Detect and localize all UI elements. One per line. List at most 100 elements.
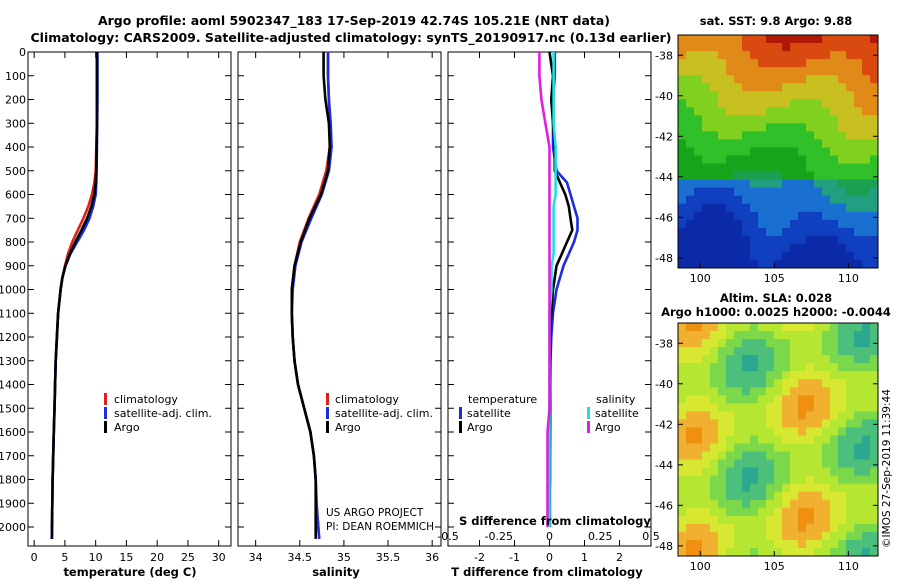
map-cell (686, 203, 695, 213)
map-cell (790, 91, 799, 100)
map-cell (750, 59, 759, 68)
map-cell (742, 323, 751, 332)
map-cell (846, 539, 855, 549)
map-cell (862, 427, 871, 436)
map-cell (718, 467, 727, 477)
map-cell (702, 548, 711, 557)
map-cell (862, 43, 871, 52)
map-cell (766, 260, 775, 269)
map-cell (854, 507, 863, 517)
map-cell (718, 491, 727, 501)
map-cell (694, 203, 703, 213)
map-cell (806, 139, 815, 148)
map-cell (838, 75, 847, 84)
map-cell (726, 227, 735, 237)
map-cell (782, 331, 791, 340)
map-cell (822, 427, 831, 436)
map-cell (766, 75, 775, 84)
map-cell (774, 507, 783, 517)
map-cell (686, 107, 695, 116)
map-cell (718, 227, 727, 237)
map-cell (798, 67, 807, 76)
map-cell (710, 379, 719, 388)
map-cell (742, 195, 751, 205)
map-cell (686, 163, 695, 173)
map-cell (758, 219, 767, 229)
map-cell (702, 35, 711, 44)
map-cell (718, 355, 727, 364)
map-cell (742, 203, 751, 213)
map-cell (838, 251, 847, 261)
map-cell (734, 115, 743, 124)
map-cell (846, 475, 855, 485)
map-cell (742, 499, 751, 509)
map-cell (774, 131, 783, 140)
map-cell (742, 403, 751, 412)
map-cell (846, 51, 855, 60)
map-cell (838, 219, 847, 229)
map-cell (734, 507, 743, 517)
map-cell (870, 387, 879, 396)
map-cell (678, 211, 687, 221)
map-cell (726, 131, 735, 140)
map-cell (726, 123, 735, 132)
map-cell (838, 51, 847, 60)
map-cell (750, 51, 759, 60)
map-cell (830, 139, 839, 148)
map-cell (854, 235, 863, 245)
map-cell (854, 467, 863, 477)
map-cell (830, 355, 839, 364)
map-cell (782, 155, 791, 164)
map-cell (726, 203, 735, 213)
map-cell (838, 107, 847, 116)
map-cell (758, 67, 767, 76)
map-cell (734, 91, 743, 100)
map-cell (726, 435, 735, 444)
map-cell (830, 435, 839, 444)
map-cell (846, 379, 855, 388)
map-cell (694, 179, 703, 189)
map-cell (798, 139, 807, 148)
map-cell (702, 67, 711, 76)
map-cell (766, 443, 775, 452)
map-cell (686, 155, 695, 164)
map-cell (726, 219, 735, 229)
map-cell (846, 331, 855, 340)
map-cell (798, 155, 807, 164)
map-cell (702, 131, 711, 140)
map-cell (758, 323, 767, 332)
map-cell (726, 363, 735, 372)
map-cell (694, 411, 703, 420)
legend-swatch-argo (326, 421, 329, 433)
map-cell (862, 363, 871, 372)
legend-label-climatology: climatology (114, 393, 178, 406)
map-cell (686, 363, 695, 372)
map-cell (742, 187, 751, 197)
map-cell (870, 43, 879, 52)
map-cell (750, 131, 759, 140)
map-cell (790, 371, 799, 380)
legend-swatch-argo (104, 421, 107, 433)
map-cell (774, 260, 783, 269)
map-cell (702, 395, 711, 404)
map-cell (750, 203, 759, 213)
map-cell (790, 163, 799, 173)
map-cell (694, 355, 703, 364)
lon-tick-label: 105 (764, 560, 785, 573)
map-cell (790, 235, 799, 245)
map-cell (798, 387, 807, 396)
map-cell (686, 251, 695, 261)
map-cell (814, 91, 823, 100)
map-cell (846, 91, 855, 100)
lat-tick-label: -38 (655, 337, 673, 350)
map-cell (710, 59, 719, 68)
map-cell (838, 363, 847, 372)
map-cell (734, 395, 743, 404)
map-cell (830, 363, 839, 372)
map-cell (774, 35, 783, 44)
map-cell (726, 139, 735, 148)
map-cell (734, 235, 743, 245)
map-cell (822, 123, 831, 132)
map-cell (718, 67, 727, 76)
map-cell (814, 548, 823, 557)
